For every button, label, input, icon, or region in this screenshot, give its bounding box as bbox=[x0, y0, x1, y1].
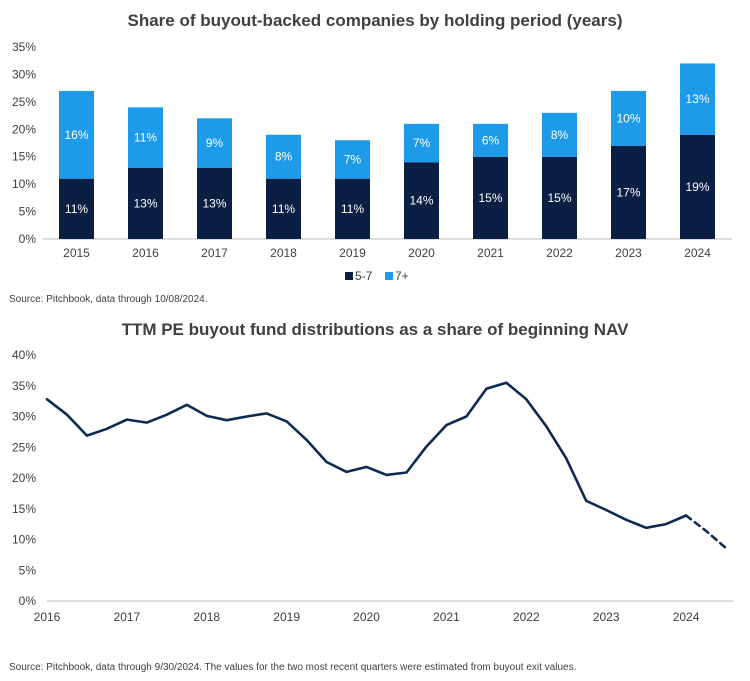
bar-segment-7+ bbox=[59, 90, 94, 179]
bar-data-label: 9% bbox=[206, 136, 224, 150]
bar-segment-5-7 bbox=[128, 167, 163, 239]
x-tick-label: 2017 bbox=[201, 246, 228, 260]
bar-data-label: 11% bbox=[272, 202, 295, 216]
y-tick-label: 25% bbox=[12, 95, 36, 109]
y-tick-label: 20% bbox=[12, 471, 36, 485]
bar-data-label: 11% bbox=[341, 202, 364, 216]
x-tick-label: 2020 bbox=[408, 246, 435, 260]
bar-chart-title: Share of buyout-backed companies by hold… bbox=[127, 11, 623, 30]
y-tick-label: 15% bbox=[12, 150, 36, 164]
bar-data-label: 19% bbox=[685, 180, 709, 194]
y-tick-label: 5% bbox=[19, 205, 37, 219]
line-chart-title: TTM PE buyout fund distributions as a sh… bbox=[121, 320, 629, 339]
bar-segment-7+ bbox=[197, 118, 232, 168]
bar-data-label: 13% bbox=[133, 196, 157, 210]
bar-segment-5-7 bbox=[473, 156, 508, 239]
bar-data-label: 7% bbox=[413, 136, 431, 150]
y-tick-label: 10% bbox=[12, 533, 36, 547]
bar-chart-source: Source: Pitchbook, data through 10/08/20… bbox=[9, 294, 208, 305]
y-tick-label: 5% bbox=[19, 563, 37, 577]
y-tick-label: 10% bbox=[12, 177, 36, 191]
legend-label-7+: 7+ bbox=[395, 269, 409, 283]
bar-segment-7+ bbox=[473, 123, 508, 157]
y-tick-label: 35% bbox=[12, 379, 36, 393]
bar-segment-7+ bbox=[266, 134, 301, 179]
bar-data-label: 15% bbox=[478, 191, 502, 205]
y-tick-label: 40% bbox=[12, 348, 36, 362]
x-tick-label: 2016 bbox=[132, 246, 159, 260]
y-tick-label: 20% bbox=[12, 122, 36, 136]
x-tick-label: 2015 bbox=[63, 246, 90, 260]
bar-data-label: 8% bbox=[551, 128, 569, 142]
legend-swatch-7+ bbox=[385, 272, 393, 280]
bar-chart: 0% 5% 10% 15% 20% 25% 30% 35% 11% 16% 2015 13% 11% 20… bbox=[12, 40, 732, 283]
x-tick-label: 2019 bbox=[273, 610, 300, 624]
x-tick-label: 2020 bbox=[353, 610, 380, 624]
line-chart-source: Source: Pitchbook, data through 9/30/202… bbox=[9, 662, 577, 673]
bar-data-label: 8% bbox=[275, 150, 293, 164]
y-tick-label: 35% bbox=[12, 40, 36, 54]
bar-data-label: 6% bbox=[482, 133, 500, 147]
bar-segment-5-7 bbox=[611, 145, 646, 239]
bar-segment-7+ bbox=[611, 90, 646, 146]
x-tick-label: 2018 bbox=[270, 246, 297, 260]
bar-segment-7+ bbox=[404, 123, 439, 163]
bar-data-label: 11% bbox=[134, 131, 157, 145]
x-tick-label: 2022 bbox=[546, 246, 573, 260]
bar-data-label: 11% bbox=[65, 202, 88, 216]
bar-segment-5-7 bbox=[266, 178, 301, 239]
bar-data-label: 14% bbox=[409, 194, 433, 208]
bar-segment-5-7 bbox=[59, 178, 94, 239]
estimated-series-line bbox=[684, 514, 728, 550]
bar-segment-5-7 bbox=[404, 162, 439, 239]
bar-segment-5-7 bbox=[680, 134, 715, 239]
y-tick-label: 15% bbox=[12, 502, 36, 516]
x-tick-label: 2022 bbox=[513, 610, 540, 624]
bar-data-label: 17% bbox=[616, 185, 640, 199]
x-tick-label: 2017 bbox=[114, 610, 141, 624]
x-tick-label: 2019 bbox=[339, 246, 366, 260]
bar-data-label: 13% bbox=[202, 196, 226, 210]
bar-data-label: 13% bbox=[685, 92, 709, 106]
bar-segment-7+ bbox=[128, 107, 163, 168]
bar-segment-5-7 bbox=[542, 156, 577, 239]
y-tick-label: 0% bbox=[19, 594, 37, 608]
bar-segment-5-7 bbox=[335, 178, 370, 239]
y-tick-label: 0% bbox=[19, 232, 37, 246]
bar-data-label: 15% bbox=[547, 191, 571, 205]
bar-segment-7+ bbox=[680, 63, 715, 135]
x-tick-label: 2024 bbox=[684, 246, 711, 260]
x-tick-label: 2023 bbox=[593, 610, 620, 624]
legend-label-5-7: 5-7 bbox=[355, 269, 373, 283]
x-tick-label: 2018 bbox=[193, 610, 220, 624]
x-tick-label: 2023 bbox=[615, 246, 642, 260]
x-tick-label: 2024 bbox=[673, 610, 700, 624]
bar-segment-5-7 bbox=[197, 167, 232, 239]
x-tick-label: 2021 bbox=[433, 610, 460, 624]
x-tick-label: 2021 bbox=[477, 246, 504, 260]
legend-swatch-5-7 bbox=[345, 272, 353, 280]
bar-data-label: 10% bbox=[616, 111, 640, 125]
bar-data-label: 7% bbox=[344, 152, 362, 166]
bar-data-label: 16% bbox=[64, 128, 88, 142]
y-tick-label: 30% bbox=[12, 410, 36, 424]
bar-segment-7+ bbox=[542, 112, 577, 157]
x-tick-label: 2016 bbox=[34, 610, 61, 624]
y-tick-label: 30% bbox=[12, 67, 36, 81]
distributions-series-line bbox=[45, 381, 688, 530]
bar-segment-7+ bbox=[335, 140, 370, 179]
y-tick-label: 25% bbox=[12, 440, 36, 454]
